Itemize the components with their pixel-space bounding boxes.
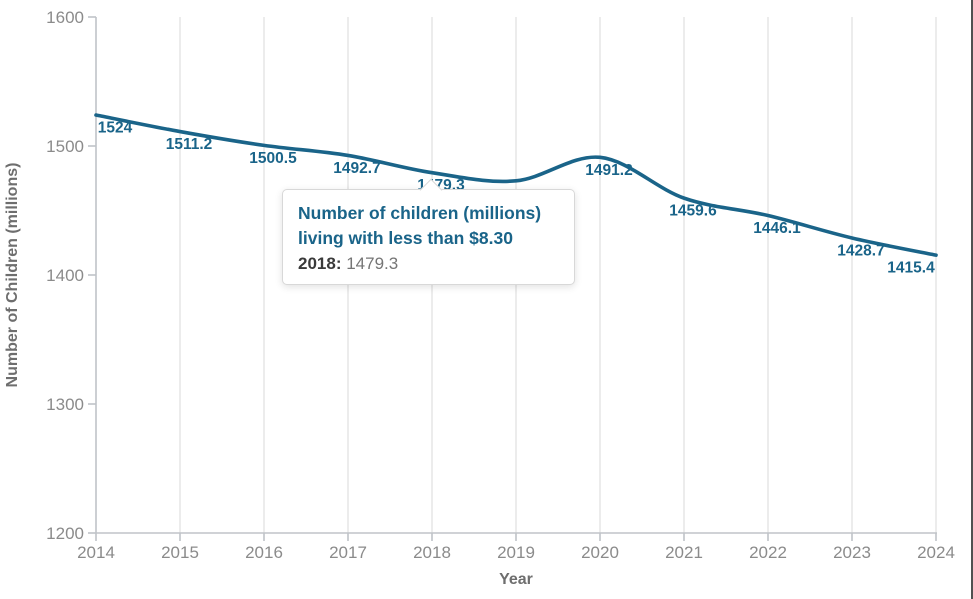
y-tick-label-1400: 1400 <box>46 266 84 285</box>
x-axis-title: Year <box>499 571 533 588</box>
point-label-2022: 1446.1 <box>753 220 801 237</box>
tooltip-title-line1: Number of children (millions) <box>298 203 542 223</box>
x-tick-label-2022: 2022 <box>749 543 787 562</box>
series-line[interactable] <box>94 113 938 257</box>
tooltip-year: 2018: <box>298 254 342 273</box>
tooltip-value-line: 2018: 1479.3 <box>298 251 559 277</box>
y-tick-label-1500: 1500 <box>46 137 84 156</box>
point-label-2014: 1524 <box>98 120 133 137</box>
point-label-2016: 1500.5 <box>249 150 297 167</box>
x-tick-label-2016: 2016 <box>245 543 283 562</box>
x-tick-label-2019: 2019 <box>497 543 535 562</box>
x-tick-label-2020: 2020 <box>581 543 619 562</box>
x-tick-label-2024: 2024 <box>917 543 955 562</box>
x-tick-label-2017: 2017 <box>329 543 367 562</box>
tooltip-value: 1479.3 <box>346 254 399 273</box>
point-label-2020: 1491.2 <box>585 162 632 179</box>
y-tick-label-1600: 1600 <box>46 8 84 27</box>
x-tick-label-2015: 2015 <box>161 543 199 562</box>
y-tick-label-1300: 1300 <box>46 395 84 414</box>
point-label-2015: 1511.2 <box>166 136 213 153</box>
y-axis-title: Number of Children (millions) <box>4 163 21 388</box>
x-tick-label-2014: 2014 <box>77 543 115 562</box>
x-tick-label-2021: 2021 <box>665 543 703 562</box>
window-right-edge <box>971 0 973 599</box>
x-tick-label-2018: 2018 <box>413 543 451 562</box>
point-label-2024: 1415.4 <box>887 260 935 277</box>
tooltip: Number of children (millions) living wit… <box>282 178 575 285</box>
point-label-2017: 1492.7 <box>333 160 380 177</box>
x-tick-label-2023: 2023 <box>833 543 871 562</box>
point-label-2023: 1428.7 <box>837 242 884 259</box>
y-tick-label-1200: 1200 <box>46 524 84 543</box>
tooltip-title-line2: living with less than $8.30 <box>298 228 513 248</box>
point-label-2021: 1459.6 <box>669 203 717 220</box>
